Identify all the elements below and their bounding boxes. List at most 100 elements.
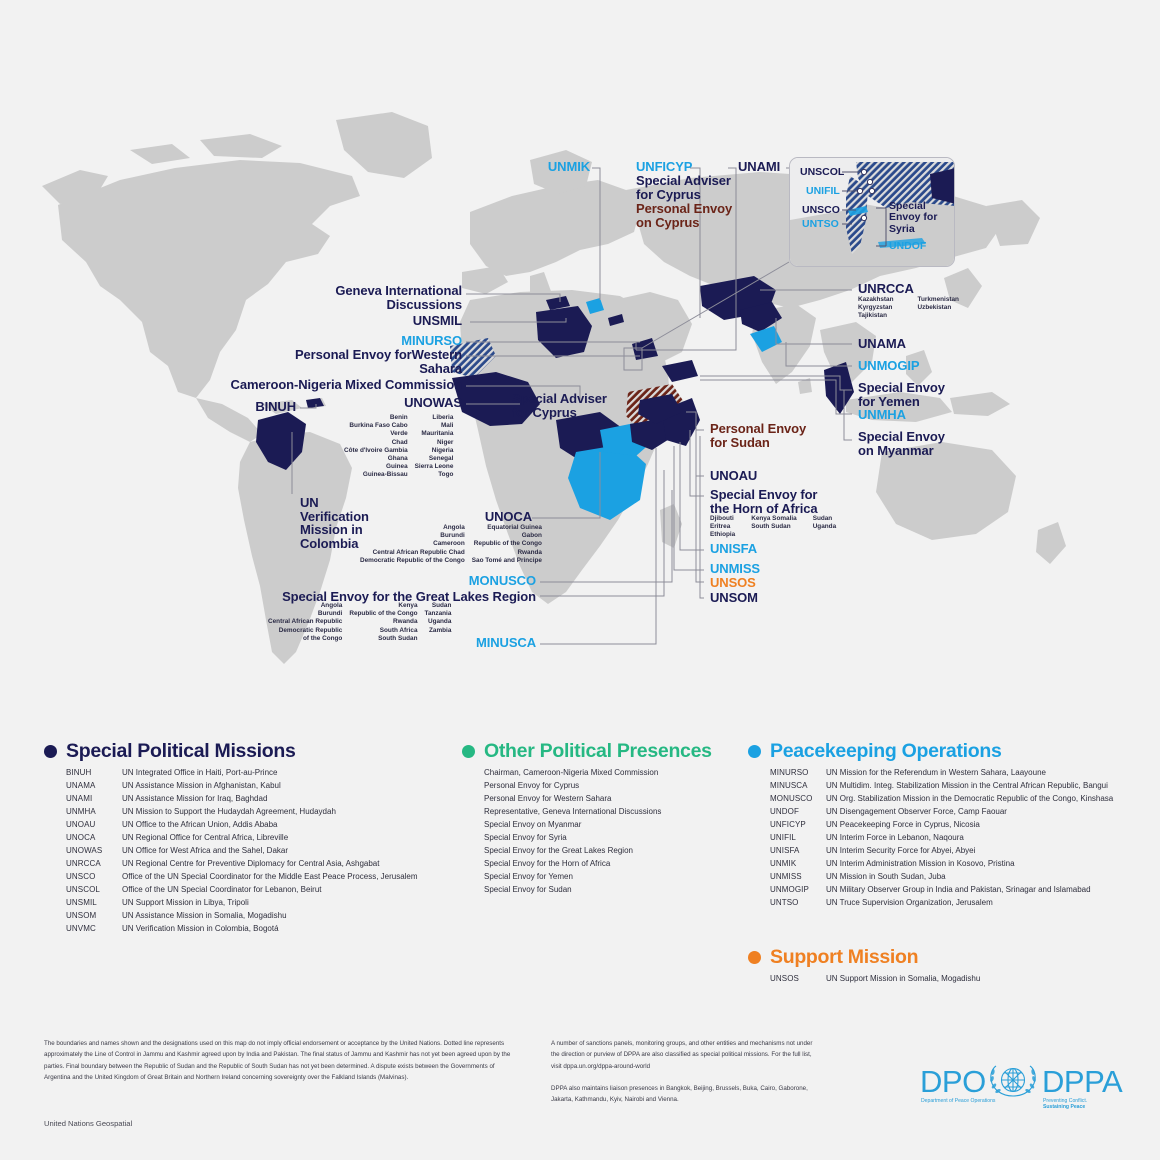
legend-row-description: UN Mission for the Referendum in Western… [826, 768, 1046, 777]
legend-row-description: UN Mission to Support the Hudaydah Agree… [122, 807, 336, 817]
legend-row-abbr: UNMHA [66, 807, 96, 817]
highlight-drc [568, 444, 646, 520]
legend-row-description: Office of the UN Special Coordinator for… [122, 885, 322, 895]
legend-row-description: Personal Envoy for Western Sahara [484, 794, 612, 804]
highlight-libya [536, 306, 592, 358]
legend-row-description: Special Envoy for the Great Lakes Region [484, 846, 633, 856]
legend-row-abbr: UNMISS [770, 872, 802, 882]
inset-label-unsco: UNSCO [802, 204, 840, 216]
world-map-svg [42, 112, 1066, 664]
legend-row-description: UN Org. Stabilization Mission in the Dem… [826, 794, 1114, 804]
map-label-unowas: UNOWAS [404, 395, 462, 410]
map-label-special-adviser-cyprus: Special Adviser for Cyprus [636, 173, 731, 202]
map-label-minusca: MINUSCA [476, 635, 536, 650]
legend-row-abbr: MINUSCA [770, 781, 808, 791]
map-label-unama: UNAMA [858, 336, 906, 351]
map-label-great-lakes: Special Envoy for the Great Lakes Region [282, 589, 536, 604]
legend-row: UNTSO UN Truce Supervision Organization, … [770, 896, 1148, 909]
legend-row: UNSOM UN Assistance Mission in Somalia, M… [66, 909, 484, 922]
legend-row-description: Chairman, Cameroon-Nigeria Mixed Commiss… [484, 768, 659, 777]
legend-row-abbr: UNFICYP [770, 820, 806, 830]
legend-row-description: Special Envoy for the Horn of Africa [484, 859, 611, 869]
inset-connector-upper [641, 261, 790, 349]
map-label-unsom: UNSOM [710, 590, 758, 605]
legend-row: Chairman, Cameroon-Nigeria Mixed Commiss… [484, 766, 752, 779]
inset-map-svg [790, 158, 954, 266]
legend-row: Personal Envoy for Western Sahara [484, 792, 752, 805]
legend-row: UNOCA UN Regional Office for Central Afri… [66, 831, 484, 844]
footer-note-1: A number of sanctions panels, monitoring… [551, 1040, 813, 1070]
legend-row-description: UN Office to the African Union, Addis Ab… [122, 820, 278, 830]
legend-row: Representative, Geneva International Dis… [484, 805, 752, 818]
map-label-se-horn: Special Envoy for the Horn of Africa [710, 487, 818, 516]
highlight-myanmar [824, 362, 854, 414]
legend-row-abbr: UNISFA [770, 846, 800, 856]
legend-head-opp: Other Political Presences [462, 740, 752, 763]
highlight-south-sudan [630, 418, 674, 450]
legend-row-description: Office of the UN Special Coordinator for… [122, 872, 418, 882]
highlight-cyprus [608, 314, 624, 326]
map-label-unoau: UNOAU [710, 468, 758, 483]
legend-row: Special Envoy for the Great Lakes Region [484, 844, 752, 857]
legend-row: Special Envoy for Yemen [484, 870, 752, 883]
legend-row-abbr: UNSCOL [66, 885, 100, 895]
map-label-cnmc: Cameroon-Nigeria Mixed Commission [230, 377, 463, 392]
legend-row-abbr: UNSOM [66, 911, 97, 921]
legend-row: UNAMA UN Assistance Mission in Afghanista… [66, 779, 484, 792]
legend-row-description: UN Mission in South Sudan, Juba [826, 872, 946, 882]
map-label-pe-western-sahara: Personal Envoy forWestern Sahara [294, 347, 462, 376]
map-label-unficyp: UNFICYP [636, 159, 693, 174]
map-label-unmik: UNMIK [547, 159, 590, 174]
map-label-personal-envoy-cyprus: Personal Envoy on Cyprus [636, 201, 733, 230]
legend-row-description: UN Military Observer Group in India and … [826, 885, 1091, 895]
legend-row-abbr: UNOWAS [66, 846, 103, 856]
map-label-unami: UNAMI [738, 159, 781, 174]
legend-bullet-navy-icon [44, 745, 57, 758]
map-label-unmogip: UNMOGIP [858, 358, 920, 373]
legend-row-abbr: UNIFIL [770, 833, 796, 843]
map-label-unmha: UNMHA [858, 407, 906, 422]
legend-row-description: UN Assistance Mission in Somalia, Mogadi… [122, 911, 287, 921]
legend-rows-spm: BINUH UN Integrated Office in Haiti, Port… [44, 766, 484, 935]
legend-row-description: UN Interim Force in Lebanon, Naqoura [826, 833, 964, 843]
leader-line-layer [291, 167, 852, 645]
legend-row-description: UN Office for West Africa and the Sahel,… [122, 846, 288, 856]
legend-row: MONUSCO UN Org. Stabilization Mission in … [770, 792, 1148, 805]
legend-row-description: UN Regional Office for Central Africa, L… [122, 833, 289, 843]
map-label-special-adviser-cyprus-2: Special Adviser for Cyprus [512, 391, 607, 420]
legend-row-description: UN Interim Security Force for Abyei, Aby… [826, 846, 976, 856]
map-label-unvmc: UN Verification Mission in Colombia [300, 495, 369, 551]
legend-row: Special Envoy on Myanmar [484, 818, 752, 831]
logo-dpo-text: DPO [920, 1064, 986, 1099]
legend-row: BINUH UN Integrated Office in Haiti, Port… [66, 766, 484, 779]
legend-title-pko: Peacekeeping Operations [770, 740, 1002, 762]
map-credit: United Nations Geospatial [44, 1119, 133, 1128]
legend-support-mission: Support Mission UNSOS UN Support Mission … [748, 946, 1148, 985]
legend-row-abbr: UNOAU [66, 820, 96, 830]
legend-row-description: UN Truce Supervision Organization, Jerus… [826, 898, 993, 908]
map-label-unoca: UNOCA [484, 509, 532, 524]
legend-row: Special Envoy for the Horn of Africa [484, 857, 752, 870]
map-label-unmiss: UNMISS [710, 561, 760, 576]
legend-row-abbr: UNAMA [66, 781, 96, 791]
legend-row-description: Special Envoy on Myanmar [484, 820, 582, 830]
legend-row-description: UN Disengagement Observer Force, Camp Fa… [826, 807, 1007, 817]
levant-inset-panel: UNSCOL UNIFIL UNSCO UNTSO Special Envoy … [789, 157, 955, 267]
inset-source-rect [623, 347, 643, 371]
highlight-afghanistan [740, 302, 782, 332]
legend-title-sm: Support Mission [770, 946, 919, 968]
inset-label-untso: UNTSO [802, 218, 839, 230]
highlight-western-sahara [450, 338, 496, 378]
legend-bullet-green-icon [462, 745, 475, 758]
map-label-binuh: BINUH [255, 399, 296, 414]
legend-row: UNAMI UN Assistance Mission for Iraq, Bag… [66, 792, 484, 805]
legend-row-description: Special Envoy for Yemen [484, 872, 573, 882]
country-list-unowas: Benin Burkina Faso Cabo Verde Chad Côte … [344, 414, 454, 479]
legend-rows-opp: Chairman, Cameroon-Nigeria Mixed Commiss… [462, 766, 752, 896]
legend-row-description: UN Assistance Mission for Iraq, Baghdad [122, 794, 268, 804]
legend-row-abbr: UNMOGIP [770, 885, 809, 895]
legend-bullet-orange-icon [748, 951, 761, 964]
legend-row: UNSOS UN Support Mission in Somalia, Moga… [770, 972, 1148, 985]
legend-row-description: UN Assistance Mission in Afghanistan, Ka… [122, 781, 281, 791]
legend-row-description: UN Integrated Office in Haiti, Port-au-P… [122, 768, 278, 777]
